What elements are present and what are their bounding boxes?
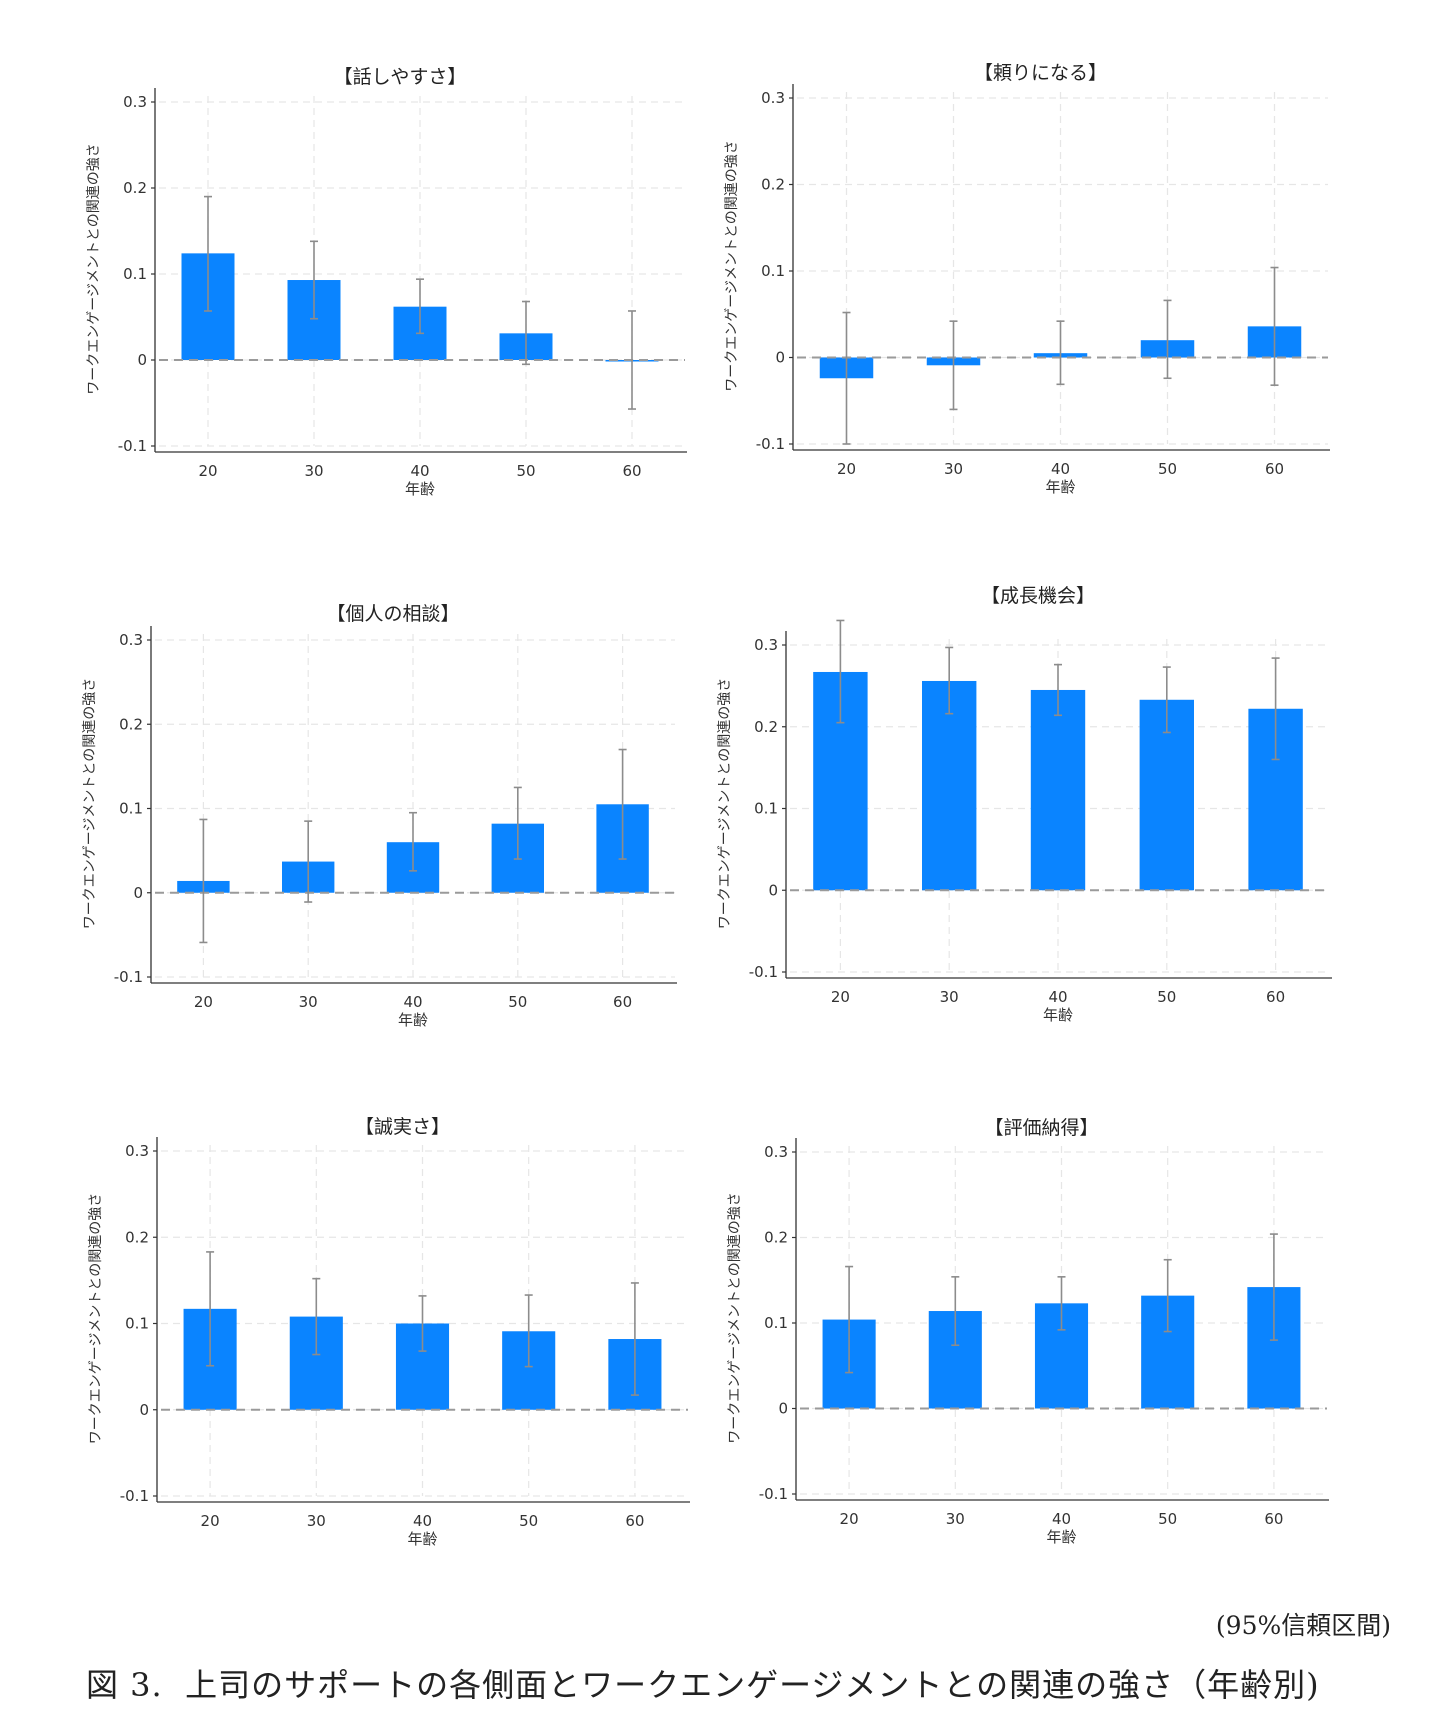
x-tick-label: 50 <box>1158 460 1177 478</box>
chart-title: 【個人の相談】 <box>326 603 459 625</box>
x-tick-label: 40 <box>403 993 422 1011</box>
y-tick-label: 0.3 <box>754 636 778 654</box>
y-tick-label: -0.1 <box>120 1487 149 1505</box>
x-tick-label: 20 <box>831 988 850 1006</box>
x-axis-title: 年齢 <box>398 1011 428 1029</box>
chart-panel-5: 0.3 0.2 0.1 0 -0.1 20 30 40 50 60 年齢 ワークエンゲージメントとの関… <box>88 1116 690 1548</box>
x-tick-label: 40 <box>410 462 429 480</box>
chart-panel-2: 0.3 0.2 0.1 0 -0.1 20 30 40 50 60 年齢 ワークエンゲージメントとの関… <box>724 62 1330 496</box>
y-tick-label: 0.3 <box>761 89 785 107</box>
y-tick-label: 0 <box>778 1400 788 1418</box>
x-axis-title: 年齢 <box>1046 1528 1076 1546</box>
y-tick-label: 0.1 <box>125 1315 149 1333</box>
chart-title: 【話しやすさ】 <box>334 66 467 88</box>
x-tick-label: 30 <box>946 1510 965 1528</box>
y-tick-label: 0 <box>137 351 147 369</box>
y-tick-label: -0.1 <box>759 1485 788 1503</box>
x-tick-label: 60 <box>613 993 632 1011</box>
y-tick-label: 0 <box>775 349 785 367</box>
x-tick-label: 50 <box>516 462 535 480</box>
y-tick-label: 0 <box>139 1401 149 1419</box>
y-axis-title: ワークエンゲージメントとの関連の強さ <box>717 678 733 930</box>
x-tick-label: 30 <box>304 462 323 480</box>
y-tick-label: -0.1 <box>114 968 143 986</box>
x-tick-label: 30 <box>307 1512 326 1530</box>
chart-panel-6: 0.3 0.2 0.1 0 -0.1 20 30 40 50 60 年齢 ワークエンゲージメントとの関… <box>727 1117 1329 1546</box>
chart-panel-1: 0.3 0.2 0.1 0 -0.1 20 30 40 50 60 年齢 ワークエンゲージメントとの関… <box>86 66 687 498</box>
y-tick-label: 0.3 <box>125 1142 149 1160</box>
y-tick-label: 0.1 <box>123 265 147 283</box>
y-tick-label: 0.2 <box>754 718 778 736</box>
y-tick-label: 0.1 <box>764 1314 788 1332</box>
x-tick-label: 40 <box>413 1512 432 1530</box>
y-axis-title: ワークエンゲージメントとの関連の強さ <box>86 143 102 395</box>
y-tick-label: 0.1 <box>754 800 778 818</box>
y-axis-title: ワークエンゲージメントとの関連の強さ <box>727 1192 743 1444</box>
x-tick-label: 50 <box>508 993 527 1011</box>
figure-charts: 0.30.20.10-0.120 30 40 50 60年齢ワークエンゲージメントとの関… <box>82 62 1332 1548</box>
x-tick-label: 40 <box>1052 1510 1071 1528</box>
x-tick-label: 30 <box>299 993 318 1011</box>
x-tick-label: 40 <box>1051 460 1070 478</box>
chart-panel-3: 0.3 0.2 0.1 0 -0.1 20 30 40 50 60 年齢 ワークエンゲージメントとの関… <box>82 603 677 1029</box>
x-tick-label: 20 <box>194 993 213 1011</box>
x-tick-label: 50 <box>1157 988 1176 1006</box>
y-tick-label: 0.1 <box>119 800 143 818</box>
chart-title: 【頼りになる】 <box>974 62 1107 84</box>
figure-caption-text: 上司のサポートの各側面とワークエンゲージメントとの関連の強さ（年齢別) <box>185 1666 1320 1704</box>
x-tick-label: 60 <box>622 462 641 480</box>
y-tick-label: -0.1 <box>756 435 785 453</box>
x-axis-title: 年齢 <box>405 480 435 498</box>
x-axis-title: 年齢 <box>1043 1006 1073 1024</box>
y-tick-label: -0.1 <box>749 963 778 981</box>
x-tick-label: 50 <box>1158 1510 1177 1528</box>
x-tick-label: 60 <box>625 1512 644 1530</box>
y-tick-label: 0.1 <box>761 262 785 280</box>
x-tick-label: 20 <box>201 1512 220 1530</box>
confidence-interval-note: (95%信頼区間) <box>1215 1611 1391 1640</box>
x-axis-title: 年齢 <box>407 1530 437 1548</box>
chart-title: 【評価納得】 <box>984 1117 1098 1139</box>
x-tick-label: 30 <box>944 460 963 478</box>
x-tick-label: 30 <box>940 988 959 1006</box>
chart-title: 【誠実さ】 <box>355 1116 450 1138</box>
y-axis-title: ワークエンゲージメントとの関連の強さ <box>724 140 740 392</box>
y-tick-label: 0.3 <box>123 93 147 111</box>
y-tick-label: 0.3 <box>764 1143 788 1161</box>
chart-panel-4: 0.3 0.2 0.1 0 -0.1 20 30 40 50 60 年齢 ワークエンゲージメントとの関… <box>717 585 1332 1024</box>
x-tick-label: 60 <box>1266 988 1285 1006</box>
y-tick-label: 0.2 <box>123 179 147 197</box>
y-tick-label: -0.1 <box>118 437 147 455</box>
bar <box>1030 689 1086 891</box>
x-tick-label: 40 <box>1048 988 1067 1006</box>
x-tick-label: 20 <box>198 462 217 480</box>
y-tick-label: 0.2 <box>125 1228 149 1246</box>
y-tick-label: 0.2 <box>761 176 785 194</box>
y-axis-title: ワークエンゲージメントとの関連の強さ <box>82 678 98 930</box>
x-tick-label: 20 <box>837 460 856 478</box>
x-axis-title: 年齢 <box>1045 478 1075 496</box>
x-tick-label: 50 <box>519 1512 538 1530</box>
y-axis-title: ワークエンゲージメントとの関連の強さ <box>88 1193 104 1445</box>
y-tick-label: 0.3 <box>119 631 143 649</box>
bar <box>922 680 977 891</box>
x-tick-label: 60 <box>1264 1510 1283 1528</box>
y-tick-label: 0.2 <box>119 715 143 733</box>
x-tick-label: 60 <box>1265 460 1284 478</box>
figure-caption: 図 3. 上司のサポートの各側面とワークエンゲージメントとの関連の強さ（年齢別) <box>86 1660 1320 1706</box>
y-tick-label: 0 <box>768 881 778 899</box>
chart-title: 【成長機会】 <box>981 585 1095 607</box>
y-tick-label: 0 <box>133 884 143 902</box>
y-tick-label: 0.2 <box>764 1229 788 1247</box>
figure-caption-label: 図 3. <box>86 1666 163 1704</box>
x-tick-label: 20 <box>840 1510 859 1528</box>
